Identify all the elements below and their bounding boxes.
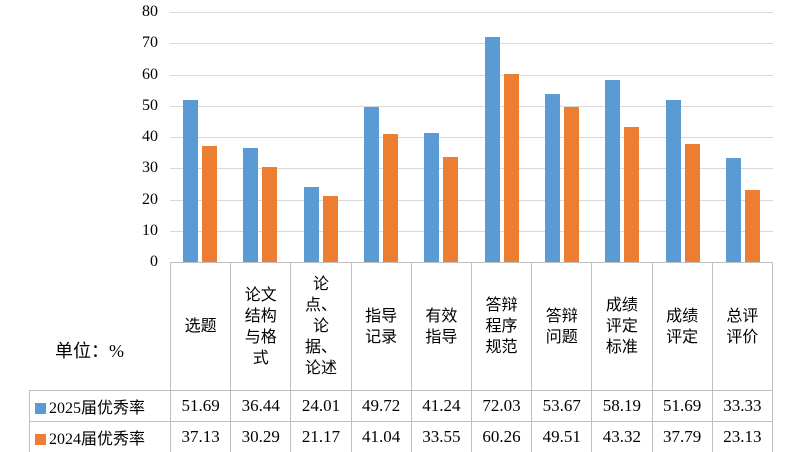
value-cell: 41.04 bbox=[350, 421, 412, 452]
bar-2024届优秀率 bbox=[262, 167, 278, 262]
bar-2025届优秀率 bbox=[544, 94, 560, 262]
y-axis-tick: 70 bbox=[142, 34, 158, 52]
gridline bbox=[170, 168, 773, 170]
table-corner-cell bbox=[30, 263, 171, 391]
value-cell: 58.19 bbox=[591, 390, 653, 422]
gridline bbox=[170, 105, 773, 107]
value-cell: 36.44 bbox=[230, 390, 292, 422]
y-axis-tick: 50 bbox=[142, 96, 158, 114]
bar-group bbox=[230, 12, 290, 262]
category-cell: 选题 bbox=[169, 262, 232, 391]
bar-2025届优秀率 bbox=[243, 148, 259, 262]
value-cell: 33.55 bbox=[410, 421, 472, 452]
bar-group bbox=[411, 12, 471, 262]
bar-group bbox=[532, 12, 592, 262]
bar-2025届优秀率 bbox=[303, 186, 319, 262]
series-row: 2025届优秀率 51.69 36.44 24.01 49.72 41.24 72.03 53… bbox=[29, 390, 774, 422]
series-name: 2025届优秀率 bbox=[49, 400, 146, 417]
value-cell: 49.72 bbox=[350, 390, 412, 422]
value-cell: 33.33 bbox=[711, 390, 774, 422]
gridline bbox=[170, 12, 773, 13]
bar-group bbox=[170, 12, 230, 262]
value-cell: 21.17 bbox=[290, 421, 352, 452]
bar-group bbox=[713, 12, 773, 262]
bar-2024届优秀率 bbox=[563, 107, 579, 262]
value-cell: 37.13 bbox=[169, 421, 232, 452]
bar-2024届优秀率 bbox=[443, 157, 459, 262]
legend-cell: 2024届优秀率 bbox=[29, 421, 171, 452]
value-cell: 72.03 bbox=[470, 390, 533, 422]
data-table: 选题 论文 结构 与格 式论 点、 论 据、 论述 指导 记录 有效 指导 答辩 程序 … bbox=[29, 262, 774, 452]
category-cell: 答辩 程序 规范 bbox=[470, 262, 533, 391]
legend-swatch-icon bbox=[35, 403, 46, 414]
plot-area bbox=[170, 12, 773, 262]
value-cell: 51.69 bbox=[169, 390, 232, 422]
series-name: 2024届优秀率 bbox=[49, 431, 146, 448]
gridline bbox=[170, 230, 773, 232]
value-cell: 37.79 bbox=[651, 421, 713, 452]
value-cell: 60.26 bbox=[470, 421, 533, 452]
bar-2024届优秀率 bbox=[744, 189, 760, 262]
bar-group bbox=[471, 12, 531, 262]
legend-swatch-icon bbox=[35, 434, 46, 445]
bar-2025届优秀率 bbox=[183, 100, 199, 262]
category-header-row: 选题 论文 结构 与格 式论 点、 论 据、 论述 指导 记录 有效 指导 答辩 程序 … bbox=[30, 262, 774, 391]
bar-2024届优秀率 bbox=[624, 126, 640, 262]
bar-2024届优秀率 bbox=[322, 195, 338, 262]
category-cell: 成绩 评定 bbox=[651, 262, 713, 391]
y-axis: 0 10 20 30 40 50 60 70 80 bbox=[0, 0, 160, 452]
bar-2025届优秀率 bbox=[424, 133, 440, 262]
value-cell: 30.29 bbox=[230, 421, 292, 452]
y-axis-tick: 80 bbox=[142, 3, 158, 20]
series-row: 2024届优秀率 37.13 30.29 21.17 41.04 33.55 60.26 49… bbox=[29, 421, 774, 452]
category-cell: 答辩 问题 bbox=[531, 262, 593, 391]
y-axis-tick: 60 bbox=[142, 65, 158, 83]
category-cell: 指导 记录 bbox=[350, 262, 412, 391]
value-cell: 43.32 bbox=[591, 421, 653, 452]
value-cell: 24.01 bbox=[290, 390, 352, 422]
value-cell: 49.51 bbox=[531, 421, 593, 452]
bar-2024届优秀率 bbox=[202, 145, 218, 262]
value-cell: 51.69 bbox=[651, 390, 713, 422]
category-cell: 论 点、 论 据、 论述 bbox=[290, 262, 352, 391]
value-cell: 41.24 bbox=[410, 390, 472, 422]
bar-group bbox=[592, 12, 652, 262]
y-axis-tick: 20 bbox=[142, 190, 158, 208]
legend-cell: 2025届优秀率 bbox=[29, 390, 171, 422]
bar-2025届优秀率 bbox=[605, 80, 621, 262]
gridline bbox=[170, 74, 773, 76]
gridline bbox=[170, 199, 773, 201]
category-cell: 论文 结构 与格 式 bbox=[230, 262, 292, 391]
bar-2024届优秀率 bbox=[684, 143, 700, 262]
bar-group bbox=[652, 12, 712, 262]
value-cell: 23.13 bbox=[711, 421, 774, 452]
y-axis-tick: 10 bbox=[142, 221, 158, 239]
bar-group bbox=[291, 12, 351, 262]
bar-2024届优秀率 bbox=[383, 133, 399, 262]
bar-2025届优秀率 bbox=[484, 36, 500, 262]
category-cell: 总评 评价 bbox=[711, 262, 774, 391]
y-axis-tick: 30 bbox=[142, 159, 158, 177]
bar-2024届优秀率 bbox=[503, 73, 519, 262]
y-axis-tick: 0 bbox=[150, 253, 158, 270]
bar-group bbox=[351, 12, 411, 262]
bar-2025届优秀率 bbox=[364, 106, 380, 262]
bar-2025届优秀率 bbox=[725, 157, 741, 262]
value-cell: 53.67 bbox=[531, 390, 593, 422]
category-cell: 有效 指导 bbox=[410, 262, 472, 391]
gridline bbox=[170, 137, 773, 138]
category-cell: 成绩 评定 标准 bbox=[591, 262, 653, 391]
y-axis-tick: 40 bbox=[142, 128, 158, 145]
unit-label: 单位：% bbox=[55, 341, 124, 361]
bar-2025届优秀率 bbox=[665, 100, 681, 262]
gridline bbox=[170, 43, 773, 45]
